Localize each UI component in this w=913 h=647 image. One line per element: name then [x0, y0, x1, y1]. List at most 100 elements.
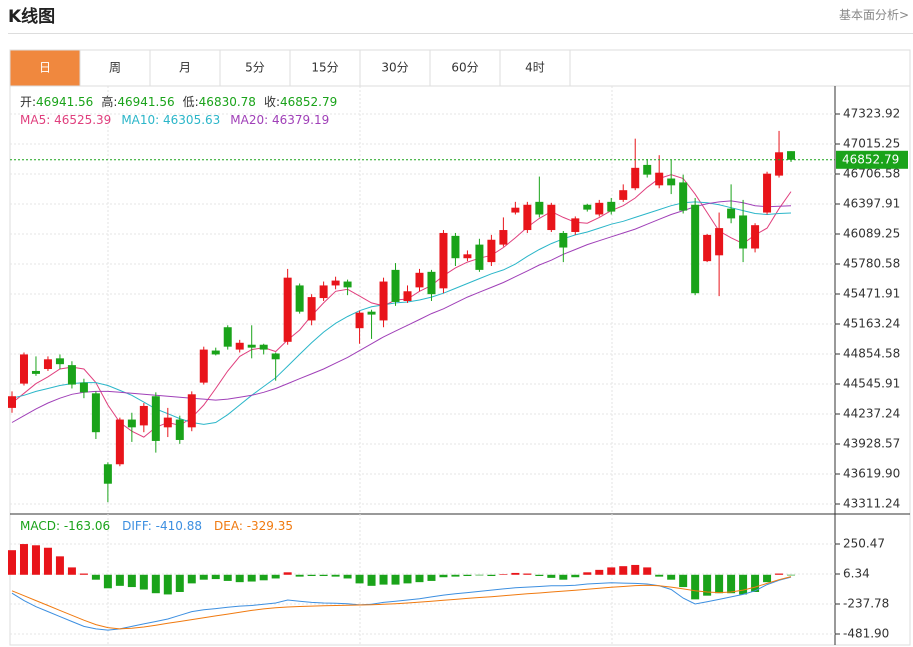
tab-label[interactable]: 15分	[311, 61, 338, 75]
divider	[8, 33, 913, 34]
candle-body	[187, 394, 196, 428]
macd-bar	[667, 574, 676, 580]
ma-value: 46379.19	[272, 113, 329, 127]
tab-label[interactable]: 4时	[525, 61, 545, 75]
macd-bar	[739, 574, 748, 595]
candle-body	[751, 225, 760, 249]
ma-name: MA10:	[121, 113, 163, 127]
macd-bar	[571, 574, 580, 578]
candle-body	[8, 396, 16, 408]
macd-bar	[175, 574, 184, 592]
macd-bar	[595, 569, 604, 575]
tab-label[interactable]: 30分	[381, 61, 408, 75]
candle-body	[307, 297, 316, 321]
macd-bar	[631, 564, 640, 575]
candle-body	[367, 311, 376, 315]
candle-body	[175, 419, 184, 440]
candle-body	[499, 230, 508, 245]
chart-frame	[9, 49, 911, 646]
macd-bar	[511, 572, 520, 575]
macd-bar	[103, 574, 112, 589]
y-tick-label: 45780.58	[843, 256, 900, 270]
tab-label[interactable]: 月	[179, 61, 191, 75]
macd-bar	[715, 574, 724, 594]
candle-body	[715, 228, 724, 256]
candle-body	[439, 232, 448, 289]
tab[interactable]	[289, 49, 361, 87]
macd-bar	[307, 574, 316, 577]
tab-label[interactable]: 日	[39, 61, 51, 75]
y-tick-label: 47015.25	[843, 136, 900, 150]
tab[interactable]	[429, 49, 501, 87]
ohlc-value: 46941.56	[117, 95, 174, 109]
candle-body	[595, 202, 604, 215]
macd-bar	[679, 574, 688, 588]
macd-bar	[199, 574, 208, 580]
candle-body	[763, 173, 772, 213]
macd-bar	[451, 574, 460, 577]
y-tick-label: 44545.91	[843, 376, 900, 390]
tab-label[interactable]: 5分	[245, 61, 265, 75]
y-tick-label: 46397.91	[843, 196, 900, 210]
macd-bar	[271, 574, 280, 579]
tab[interactable]	[9, 49, 81, 87]
macd-bar	[643, 567, 652, 575]
ohlc-label: 高:	[101, 94, 117, 109]
tab[interactable]	[149, 49, 221, 87]
macd-bar	[703, 574, 712, 596]
macd-bar	[43, 547, 52, 575]
candle-body	[583, 204, 592, 210]
tab[interactable]	[359, 49, 431, 87]
candle-body	[691, 204, 700, 294]
macd-bar	[187, 574, 196, 584]
candle-body	[607, 201, 616, 212]
macd-value: -329.35	[247, 519, 293, 533]
candle-body	[679, 182, 688, 211]
y-tick-label: 250.47	[843, 536, 885, 550]
candle-body	[295, 285, 304, 312]
candle-body	[43, 359, 52, 370]
macd-bar	[139, 574, 148, 590]
candle-body	[355, 312, 364, 329]
candle-body	[271, 353, 280, 360]
ohlc-label: 开:	[20, 95, 36, 109]
ma-line	[11, 200, 792, 423]
last-price-label: 46852.79	[842, 152, 899, 166]
macd-bar	[55, 556, 64, 575]
y-tick-label: -237.78	[843, 596, 889, 610]
macd-bar	[547, 574, 556, 578]
candle-body	[91, 393, 100, 433]
macd-bar	[331, 574, 340, 577]
tab[interactable]	[499, 49, 571, 87]
ma-name: MA20:	[230, 113, 272, 127]
macd-bar	[247, 574, 256, 582]
tab-label[interactable]: 周	[109, 61, 121, 75]
candle-body	[223, 327, 232, 347]
candle-body	[319, 285, 328, 299]
ohlc-value: 46852.79	[280, 95, 337, 109]
candle-body	[631, 167, 640, 189]
macd-bar	[655, 574, 664, 577]
macd-bar	[763, 574, 772, 583]
ma-value: 46305.63	[163, 113, 220, 127]
fundamental-link[interactable]: 基本面分析>	[838, 8, 909, 22]
candle-body	[31, 370, 40, 374]
candle-body	[475, 244, 484, 270]
macd-bar	[367, 574, 376, 586]
macd-bar	[67, 567, 76, 575]
macd-bar	[319, 574, 328, 577]
y-tick-label: 43311.24	[843, 496, 900, 510]
tab[interactable]	[219, 49, 291, 87]
candle-body	[67, 365, 76, 385]
candle-body	[451, 235, 460, 259]
macd-bar	[31, 545, 40, 575]
macd-bar	[295, 574, 304, 577]
macd-bar	[391, 574, 400, 585]
candle-body	[259, 344, 268, 350]
candle-body	[619, 190, 628, 200]
macd-bar	[775, 573, 784, 575]
macd-bar	[787, 574, 796, 576]
candle-body	[103, 464, 112, 484]
macd-bar	[751, 574, 760, 592]
tab-label[interactable]: 60分	[451, 61, 478, 75]
